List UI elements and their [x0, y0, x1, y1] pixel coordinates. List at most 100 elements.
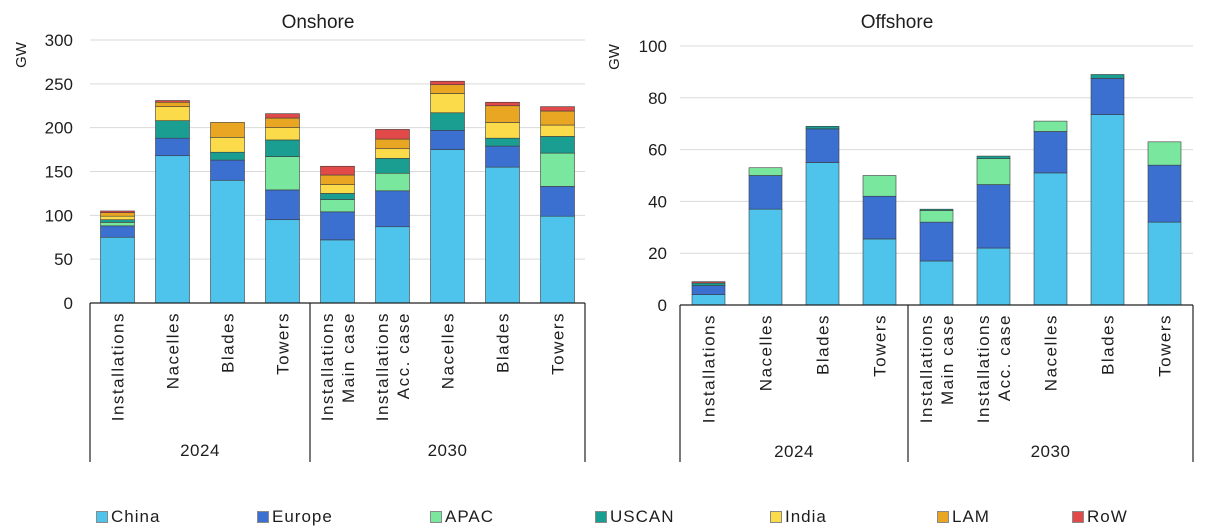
india-swatch — [770, 511, 782, 523]
onshore-bar-9-row-segment — [540, 106, 575, 112]
onshore-bar-1-lam-segment — [100, 212, 135, 217]
offshore-x-category-label-line: Nacelles — [756, 314, 775, 391]
legend-label: China — [111, 507, 161, 526]
onshore-bar-1-india-segment — [100, 215, 135, 221]
onshore-bar-4-uscan-segment — [265, 139, 300, 157]
offshore-group-label: 2024 — [774, 442, 814, 461]
offshore-chart-title: Offshore — [861, 12, 934, 33]
offshore-x-category-label-line: Installations — [699, 314, 718, 423]
offshore-bar-1 — [691, 281, 726, 306]
offshore-bar-3 — [805, 125, 840, 306]
offshore-bar-9-china-segment — [1147, 221, 1182, 306]
legend-item-uscan: USCAN — [595, 507, 675, 527]
onshore-bar-6-europe-segment — [375, 190, 410, 228]
offshore-bar-2-apac-segment — [748, 167, 783, 176]
offshore-x-category-label: Towers — [1155, 314, 1174, 377]
onshore-bar-6-india-segment — [375, 148, 410, 159]
onshore-y-tick-label: 0 — [64, 294, 73, 313]
onshore-x-category-label: Blades — [493, 312, 512, 373]
offshore-bar-5-apac-segment — [919, 210, 954, 223]
offshore-bar-6-china-segment — [976, 247, 1011, 306]
onshore-group-label: 2030 — [428, 441, 468, 460]
onshore-bar-5-apac-segment — [320, 199, 355, 213]
onshore-bar-5-china-segment — [320, 239, 355, 304]
onshore-bar-2 — [155, 100, 190, 304]
onshore-x-category-label-line: Nacelles — [163, 312, 182, 389]
onshore-x-category-label: Nacelles — [438, 312, 457, 389]
legend-label: USCAN — [610, 507, 675, 526]
onshore-bar-3-uscan-segment — [210, 151, 245, 161]
onshore-bar-7-europe-segment — [430, 129, 465, 150]
onshore-bar-4 — [265, 113, 300, 304]
offshore-bar-1-uscan-segment — [691, 282, 726, 286]
offshore-bar-7 — [1033, 120, 1068, 306]
onshore-bar-4-lam-segment — [265, 117, 300, 128]
offshore-y-tick-label: 60 — [648, 141, 667, 160]
legend-item-india: India — [770, 507, 827, 527]
legend-item-europe: Europe — [257, 507, 333, 527]
onshore-bar-2-lam-segment — [155, 101, 190, 107]
offshore-x-category-label-line: Main case — [938, 314, 957, 405]
offshore-x-category-label-line: Towers — [870, 314, 889, 377]
legend-item-lam: LAM — [937, 507, 990, 527]
onshore-bar-8-china-segment — [485, 166, 520, 304]
onshore-x-category-label-line: Acc. case — [394, 312, 413, 399]
onshore-bar-9 — [540, 106, 575, 304]
legend-label: India — [785, 507, 827, 526]
legend-label: RoW — [1087, 507, 1128, 526]
apac-swatch — [430, 511, 442, 523]
onshore-x-category-label: Installations Main case — [318, 312, 358, 421]
onshore-x-category-label-line: Nacelles — [438, 312, 457, 389]
legend-item-china: China — [96, 507, 160, 527]
offshore-bar-3-uscan-segment — [805, 125, 840, 130]
onshore-x-category-label-line: Main case — [339, 312, 358, 403]
offshore-group-label: 2030 — [1031, 442, 1071, 461]
offshore-y-tick-label: 80 — [648, 89, 667, 108]
offshore-x-category-label: Nacelles — [756, 314, 775, 391]
onshore-x-category-label: Blades — [218, 312, 237, 373]
offshore-x-category-label: Towers — [870, 314, 889, 377]
china-swatch — [96, 511, 108, 523]
onshore-bar-7-uscan-segment — [430, 112, 465, 131]
offshore-bar-1-china-segment — [691, 294, 726, 306]
onshore-bar-5-uscan-segment — [320, 193, 355, 200]
onshore-bar-6-lam-segment — [375, 138, 410, 150]
offshore-y-tick-label: 100 — [639, 37, 667, 56]
onshore-bar-9-lam-segment — [540, 110, 575, 126]
onshore-bar-9-uscan-segment — [540, 136, 575, 154]
offshore-x-category-label: Installations — [699, 314, 718, 423]
onshore-bar-4-india-segment — [265, 127, 300, 141]
onshore-bar-8-europe-segment — [485, 145, 520, 168]
offshore-bar-5-china-segment — [919, 260, 954, 306]
onshore-bar-9-apac-segment — [540, 152, 575, 187]
onshore-bar-2-europe-segment — [155, 137, 190, 157]
row-swatch — [1072, 511, 1084, 523]
offshore-bar-1-europe-segment — [691, 285, 726, 295]
offshore-bar-4-europe-segment — [862, 195, 897, 240]
offshore-y-tick-label: 0 — [658, 296, 667, 315]
offshore-chart: 0 20 40 60 80 100 Offshore GW Installations Nacel… — [606, 12, 1194, 462]
offshore-bar-9 — [1147, 141, 1182, 306]
offshore-y-tick-label: 20 — [648, 244, 667, 263]
offshore-x-category-label-line: Blades — [1098, 314, 1117, 375]
offshore-x-category-label-line: Acc. case — [995, 314, 1014, 401]
onshore-x-category-label: Towers — [273, 312, 292, 375]
onshore-y-axis-label: GW — [13, 41, 30, 68]
onshore-bar-4-europe-segment — [265, 189, 300, 221]
offshore-x-category-label-line: Towers — [1155, 314, 1174, 377]
offshore-x-category-label-line: Installations — [917, 314, 936, 423]
offshore-bar-3-europe-segment — [805, 128, 840, 163]
onshore-x-category-label-line: Blades — [218, 312, 237, 373]
onshore-bar-8-row-segment — [485, 101, 520, 107]
onshore-bar-3-china-segment — [210, 179, 245, 304]
offshore-bar-6-europe-segment — [976, 184, 1011, 249]
onshore-bar-5 — [320, 165, 355, 304]
onshore-bar-5-lam-segment — [320, 174, 355, 185]
onshore-bar-2-india-segment — [155, 106, 190, 121]
offshore-x-category-label-line: Blades — [813, 314, 832, 375]
onshore-bar-5-india-segment — [320, 184, 355, 194]
onshore-bar-7-india-segment — [430, 93, 465, 114]
onshore-y-tick-label: 300 — [45, 31, 73, 50]
onshore-bar-5-europe-segment — [320, 211, 355, 241]
onshore-x-category-label: Installations Acc. case — [373, 312, 413, 421]
